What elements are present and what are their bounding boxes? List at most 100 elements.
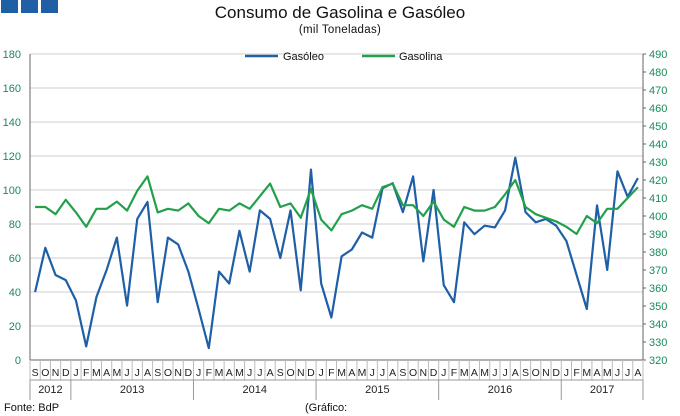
x-tick-label: A	[389, 367, 396, 379]
year-label: 2013	[120, 384, 144, 396]
x-tick-label: J	[492, 367, 497, 379]
left-axis-tick-label: 80	[9, 219, 21, 231]
x-tick-label: M	[358, 367, 367, 379]
x-tick-label: J	[564, 367, 569, 379]
right-axis-tick-label: 370	[649, 265, 667, 277]
left-axis-tick-label: 160	[3, 83, 21, 95]
year-label: 2015	[365, 384, 389, 396]
chart-subtitle: (mil Toneladas)	[298, 24, 382, 36]
x-tick-label: J	[73, 367, 78, 379]
x-tick-label: O	[532, 367, 540, 379]
logo-square-3	[41, 0, 58, 13]
x-tick-label: F	[573, 367, 579, 379]
x-tick-label: M	[460, 367, 469, 379]
x-tick-label: J	[615, 367, 620, 379]
right-axis-tick-label: 330	[649, 337, 667, 349]
x-tick-label: F	[451, 367, 457, 379]
left-axis-tick-label: 100	[3, 185, 21, 197]
left-axis-tick-label: 120	[3, 151, 21, 163]
x-tick-label: M	[235, 367, 244, 379]
line-chart: 0 20 40 60 80 100 120 140 160 180 320 330 340 350 360 3…	[3, 49, 667, 400]
x-tick-label: M	[603, 367, 612, 379]
x-tick-label: N	[542, 367, 550, 379]
x-tick-label: M	[480, 367, 489, 379]
x-tick-label: J	[502, 367, 507, 379]
x-tick-label: A	[226, 367, 233, 379]
x-tick-label: F	[328, 367, 334, 379]
right-axis-tick-label: 420	[649, 175, 667, 187]
year-label: 2016	[488, 384, 512, 396]
right-axis-tick-label: 400	[649, 211, 667, 223]
right-axis-tick-label: 470	[649, 85, 667, 97]
left-axis-tick-label: 20	[9, 321, 21, 333]
right-axis-tick-label: 450	[649, 121, 667, 133]
chart-title: Consumo de Gasolina e Gasóleo	[214, 3, 466, 22]
logo-square-1	[1, 0, 18, 13]
x-tick-label: J	[380, 367, 385, 379]
left-axis-tick-label: 60	[9, 253, 21, 265]
x-tick-label: O	[286, 367, 294, 379]
x-tick-label: J	[247, 367, 252, 379]
x-tick-label: A	[348, 367, 355, 379]
x-tick-label: A	[103, 367, 110, 379]
left-axis-tick-label: 40	[9, 287, 21, 299]
series-line-gasolina	[35, 175, 639, 236]
year-label: 2012	[38, 384, 62, 396]
x-tick-label: N	[420, 367, 428, 379]
left-axis-tick-label: 180	[3, 49, 21, 61]
right-axis-tick-label: 340	[649, 319, 667, 331]
x-tick-label: J	[124, 367, 129, 379]
x-tick-label: D	[62, 367, 70, 379]
x-tick-label: F	[83, 367, 89, 379]
x-tick-label: M	[215, 367, 224, 379]
x-tick-label: A	[634, 367, 641, 379]
right-axis-tick-label: 440	[649, 139, 667, 151]
year-label: 2014	[243, 384, 267, 396]
x-tick-label: N	[52, 367, 60, 379]
x-tick-label: S	[32, 367, 39, 379]
x-tick-label: S	[277, 367, 284, 379]
x-tick-label: S	[154, 367, 161, 379]
source-note: Fonte: BdP	[4, 402, 60, 414]
x-tick-label: F	[206, 367, 212, 379]
x-tick-label: A	[512, 367, 519, 379]
x-tick-label: A	[144, 367, 151, 379]
x-tick-label: J	[441, 367, 446, 379]
x-tick-label: D	[307, 367, 315, 379]
series-line-gasoleo	[34, 156, 639, 350]
x-tick-label: A	[267, 367, 274, 379]
logo-square-2	[21, 0, 38, 13]
x-tick-label: M	[112, 367, 121, 379]
x-tick-label: J	[196, 367, 201, 379]
right-axis-tick-label: 460	[649, 103, 667, 115]
x-tick-label: O	[409, 367, 417, 379]
x-tick-label: J	[370, 367, 375, 379]
legend-label: Gasóleo	[283, 51, 324, 63]
x-tick-label: M	[92, 367, 101, 379]
x-tick-label: J	[257, 367, 262, 379]
x-tick-label: D	[185, 367, 193, 379]
right-axis-tick-label: 360	[649, 283, 667, 295]
x-tick-label: N	[297, 367, 305, 379]
x-tick-label: N	[174, 367, 182, 379]
x-tick-label: A	[471, 367, 478, 379]
right-axis-tick-label: 380	[649, 247, 667, 259]
right-axis-tick-label: 480	[649, 67, 667, 79]
right-axis-tick-label: 390	[649, 229, 667, 241]
right-axis-tick-label: 430	[649, 157, 667, 169]
right-axis-tick-label: 410	[649, 193, 667, 205]
chart-note: (Gráfico:	[305, 402, 348, 414]
right-axis-tick-label: 490	[649, 49, 667, 61]
x-tick-label: O	[41, 367, 49, 379]
year-label: 2017	[590, 384, 614, 396]
x-tick-label: M	[582, 367, 591, 379]
x-tick-label: M	[337, 367, 346, 379]
x-tick-label: D	[552, 367, 560, 379]
x-tick-label: O	[164, 367, 172, 379]
x-tick-label: S	[399, 367, 406, 379]
right-axis-tick-label: 320	[649, 355, 667, 367]
x-tick-label: S	[522, 367, 529, 379]
x-tick-label: J	[319, 367, 324, 379]
x-tick-label: J	[135, 367, 140, 379]
